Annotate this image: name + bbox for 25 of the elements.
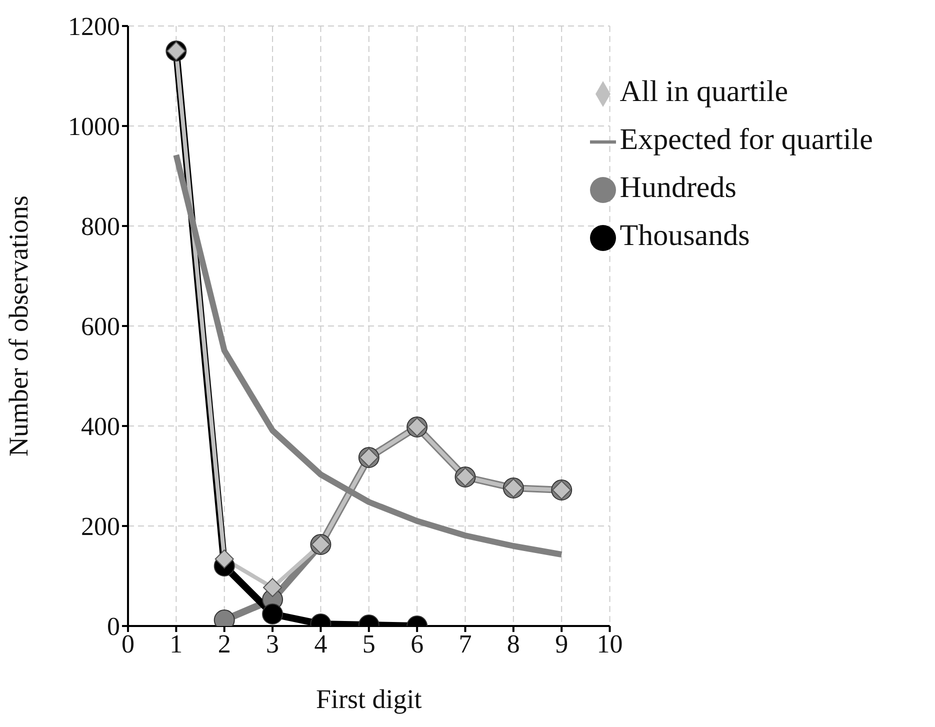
point <box>214 550 234 568</box>
x-tick-label: 8 <box>506 629 520 658</box>
x-tick-label: 10 <box>596 629 623 658</box>
x-axis-title: First digit <box>316 684 422 714</box>
x-tick-label: 6 <box>410 629 424 658</box>
y-axis-title: Number of observations <box>4 196 34 456</box>
x-tick-label: 9 <box>555 629 568 658</box>
point <box>263 578 282 597</box>
y-tick-label: 600 <box>81 312 120 342</box>
legend-label: Thousands <box>620 219 750 252</box>
x-tick-label: 4 <box>314 629 328 658</box>
y-tick-label: 200 <box>81 512 120 542</box>
legend-label: Hundreds <box>620 171 736 204</box>
y-tick-label: 1000 <box>68 112 120 142</box>
y-tick-label: 400 <box>81 412 120 442</box>
x-tick-label: 2 <box>218 629 231 658</box>
legend-label: All in quartile <box>620 75 788 108</box>
x-tick-label: 1 <box>170 629 183 658</box>
legend-label: Expected for quartile <box>620 123 873 156</box>
point <box>262 604 284 624</box>
x-tick-label: 3 <box>266 629 280 658</box>
x-tick-label: 7 <box>458 629 472 658</box>
y-tick-label: 800 <box>81 212 120 242</box>
x-tick-label: 5 <box>362 629 376 658</box>
y-tick-label: 1200 <box>68 12 120 42</box>
